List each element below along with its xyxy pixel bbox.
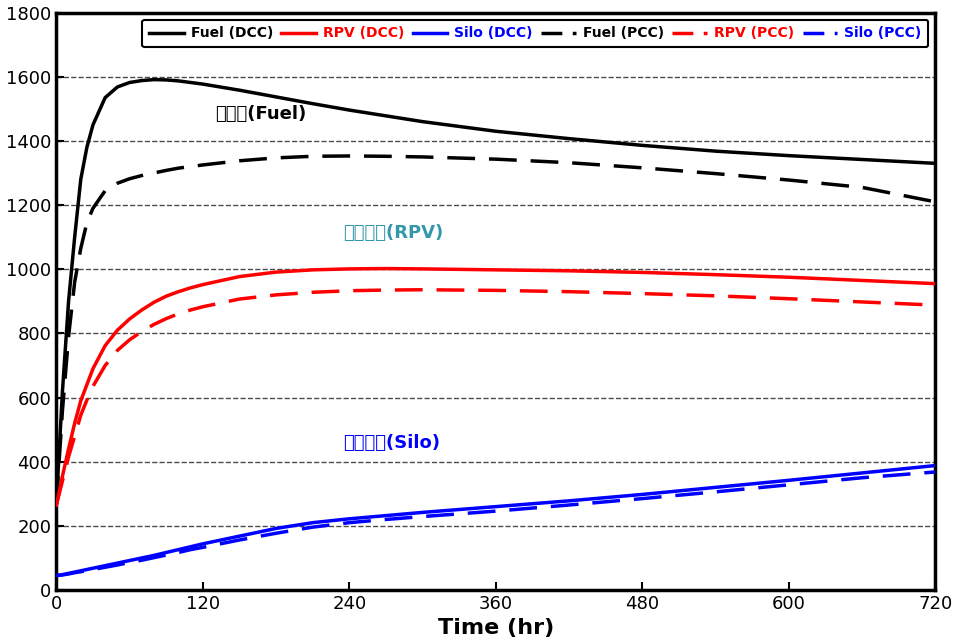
Text: 콘크리트(Silo): 콘크리트(Silo): [343, 434, 441, 452]
Text: 압력용기(RPV): 압력용기(RPV): [343, 224, 444, 242]
Legend: Fuel (DCC), RPV (DCC), Silo (DCC), Fuel (PCC), RPV (PCC), Silo (PCC): Fuel (DCC), RPV (DCC), Silo (DCC), Fuel …: [142, 19, 928, 48]
Text: 핵연료(Fuel): 핵연료(Fuel): [215, 105, 307, 123]
X-axis label: Time (hr): Time (hr): [438, 618, 554, 638]
